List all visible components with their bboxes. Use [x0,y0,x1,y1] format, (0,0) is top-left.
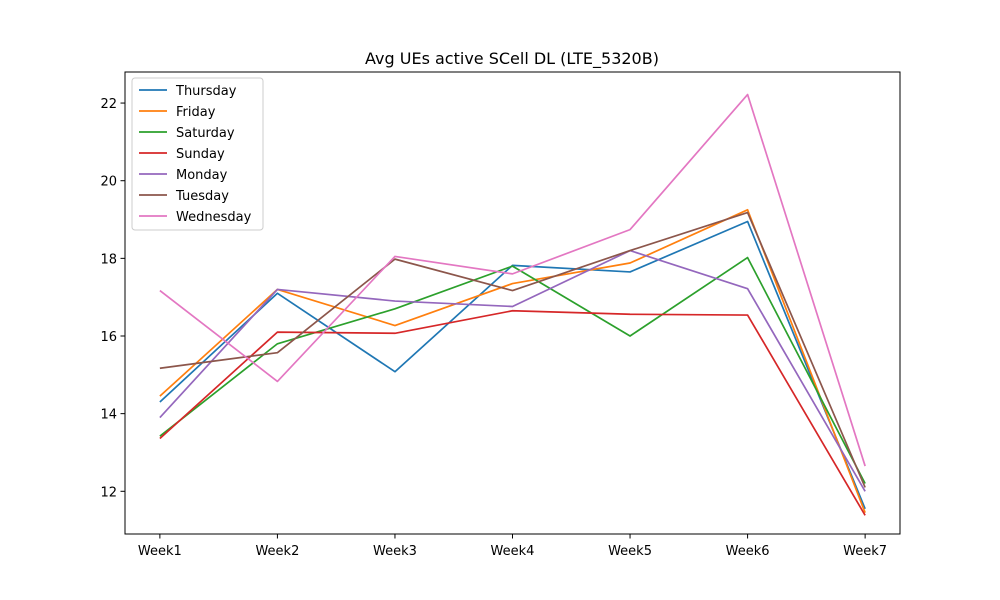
y-tick-label: 18 [100,252,117,267]
legend-label: Friday [176,105,216,120]
series-line-friday [159,208,866,513]
legend-label: Thursday [175,84,237,99]
series-line-monday [159,249,866,492]
x-tick-label: Week6 [726,544,770,559]
y-tick-label: 22 [100,97,117,112]
legend-label: Wednesday [176,210,252,225]
x-tick-label: Week3 [373,544,417,559]
series-line-wednesday [159,93,866,467]
x-axis: Week1 Week2 Week3 Week4 Week5 Week6 Week7 [138,534,887,559]
legend-label: Tuesday [175,189,229,204]
x-tick-label: Week2 [255,544,299,559]
series-line-sunday [159,309,866,516]
series-line-saturday [159,256,866,484]
y-tick-label: 12 [100,485,117,500]
x-tick-label: Week7 [843,544,887,559]
series-line-tuesday [159,211,866,488]
series-lines [159,93,866,516]
legend-label: Monday [176,168,228,183]
x-tick-label: Week4 [491,544,535,559]
x-tick-label: Week5 [608,544,652,559]
y-tick-label: 14 [100,408,117,423]
chart-title: Avg UEs active SCell DL (LTE_5320B) [365,49,659,69]
legend-label: Sunday [176,147,225,162]
series-line-thursday [159,220,866,510]
legend-label: Saturday [176,126,235,141]
legend: Thursday Friday Saturday Sunday Monday Tuesda… [131,77,264,231]
x-tick-label: Week1 [138,544,182,559]
y-axis: 12 14 16 18 20 22 [100,97,125,500]
legend-box [131,77,264,231]
y-tick-label: 20 [100,175,117,190]
y-tick-label: 16 [100,330,117,345]
